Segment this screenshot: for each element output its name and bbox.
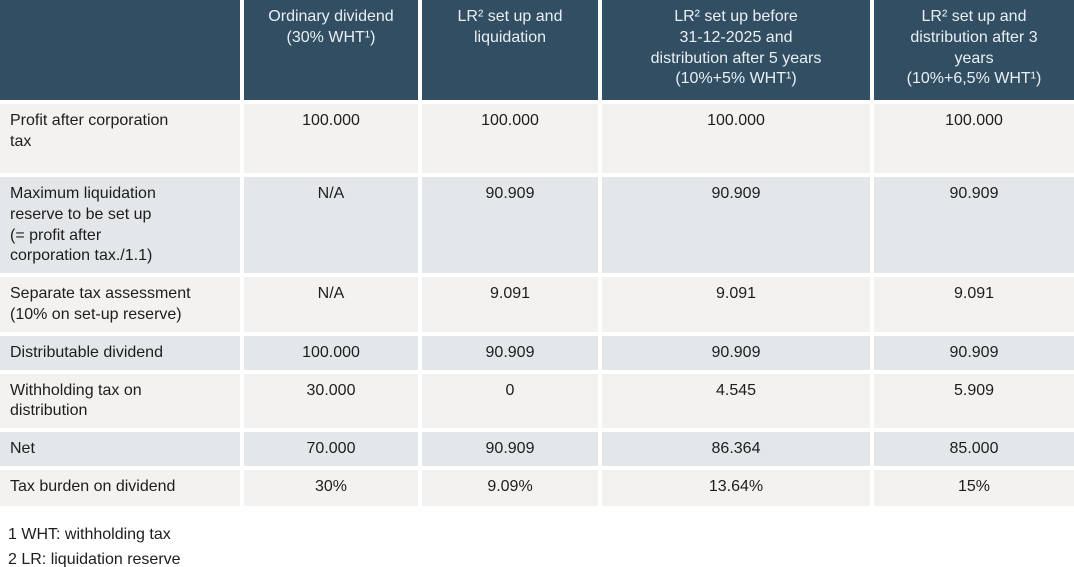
cell-value: N/A: [244, 177, 418, 274]
cell-value: 100.000: [244, 104, 418, 173]
cell-value: N/A: [244, 277, 418, 332]
cell-value: 9.09%: [422, 469, 598, 506]
cell-value: 90.909: [602, 335, 870, 370]
row-label: Distributable dividend: [0, 335, 240, 370]
table-row: Net 70.000 90.909 86.364 85.000: [0, 432, 1074, 466]
table-row: Profit after corporation tax 100.000 100…: [0, 104, 1074, 173]
cell-value: 5.909: [874, 373, 1074, 429]
cell-value: 0: [422, 373, 598, 429]
cell-value: 90.909: [422, 335, 598, 370]
column-header-ordinary-dividend: Ordinary dividend (30% WHT¹): [244, 0, 418, 100]
row-label: Profit after corporation tax: [0, 104, 240, 173]
row-label: Separate tax assessment (10% on set-up r…: [0, 277, 240, 332]
row-label: Maximum liquidation reserve to be set up…: [0, 177, 240, 274]
cell-value: 13.64%: [602, 469, 870, 506]
comparison-table: Ordinary dividend (30% WHT¹) LR² set up …: [0, 0, 1074, 506]
table-row: Tax burden on dividend 30% 9.09% 13.64% …: [0, 469, 1074, 506]
cell-value: 4.545: [602, 373, 870, 429]
corner-cell: [0, 0, 240, 100]
cell-value: 90.909: [602, 177, 870, 274]
cell-value: 90.909: [422, 432, 598, 466]
row-label: Withholding tax on distribution: [0, 373, 240, 429]
cell-value: 70.000: [244, 432, 418, 466]
cell-value: 100.000: [422, 104, 598, 173]
cell-value: 9.091: [602, 277, 870, 332]
cell-value: 90.909: [874, 177, 1074, 274]
column-header-lr-liquidation: LR² set up and liquidation: [422, 0, 598, 100]
cell-value: 100.000: [874, 104, 1074, 173]
cell-value: 15%: [874, 469, 1074, 506]
footnote-wht: 1 WHT: withholding tax: [8, 525, 171, 543]
table-row: Maximum liquidation reserve to be set up…: [0, 177, 1074, 274]
column-header-lr-after-3-years: LR² set up and distribution after 3 year…: [874, 0, 1074, 100]
cell-value: 90.909: [422, 177, 598, 274]
cell-value: 85.000: [874, 432, 1074, 466]
table-row: Withholding tax on distribution 30.000 0…: [0, 373, 1074, 429]
cell-value: 9.091: [422, 277, 598, 332]
cell-value: 100.000: [602, 104, 870, 173]
cell-value: 100.000: [244, 335, 418, 370]
column-header-lr-before-2025: LR² set up before 31-12-2025 and distrib…: [602, 0, 870, 100]
footnote-lr: 2 LR: liquidation reserve: [8, 550, 181, 567]
row-label: Net: [0, 432, 240, 466]
footnotes: 1 WHT: withholding tax 2 LR: liquidation…: [8, 523, 1074, 567]
table-row: Distributable dividend 100.000 90.909 90…: [0, 335, 1074, 370]
cell-value: 30%: [244, 469, 418, 506]
cell-value: 86.364: [602, 432, 870, 466]
cell-value: 30.000: [244, 373, 418, 429]
cell-value: 90.909: [874, 335, 1074, 370]
table-row: Separate tax assessment (10% on set-up r…: [0, 277, 1074, 332]
cell-value: 9.091: [874, 277, 1074, 332]
row-label: Tax burden on dividend: [0, 469, 240, 506]
